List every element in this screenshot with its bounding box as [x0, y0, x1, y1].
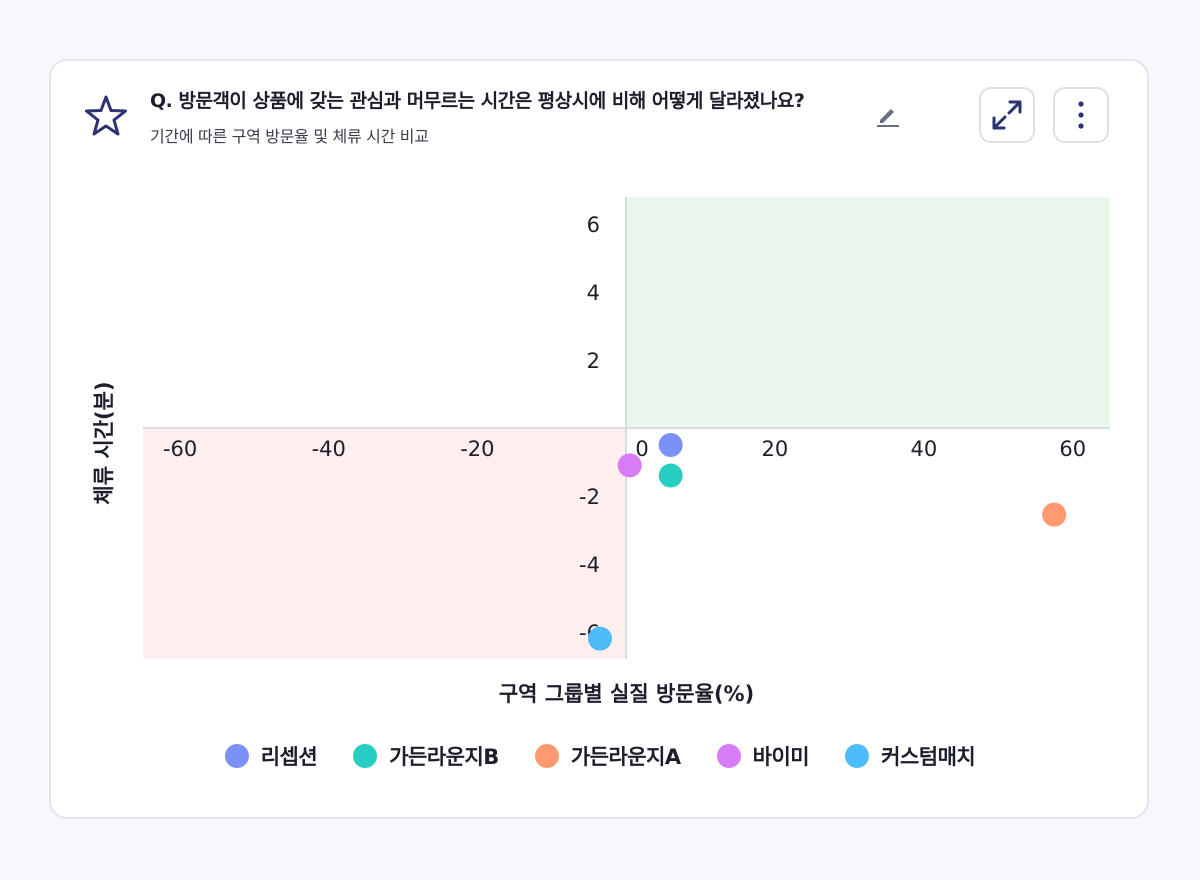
legend-marker — [534, 744, 559, 768]
x-tick-label: 40 — [910, 437, 937, 461]
legend-item[interactable]: 리셉션 — [224, 741, 318, 771]
y-tick-label: -2 — [579, 485, 600, 509]
data-point — [658, 432, 683, 457]
chart-legend: 리셉션 가든라운지B 가든라운지A 바이미 커스텀매치 — [0, 738, 1200, 774]
negative-quadrant-bg — [143, 428, 626, 659]
more-options-button[interactable] — [1053, 87, 1109, 143]
expand-arrows-icon — [992, 100, 1022, 130]
x-tick-label: 0 — [635, 437, 648, 461]
data-point — [617, 453, 642, 478]
legend-label: 리셉션 — [260, 745, 318, 769]
y-tick-label: 2 — [587, 349, 600, 373]
x-tick-label: 60 — [1059, 437, 1086, 461]
x-axis-title: 구역 그룹별 실질 방문율(%) — [499, 682, 754, 706]
legend-marker — [224, 744, 249, 768]
vertical-dots-icon — [1078, 101, 1084, 129]
legend-marker — [353, 744, 378, 768]
legend-marker — [845, 744, 870, 768]
y-axis-title: 체류 시간(분) — [92, 381, 116, 504]
x-tick-label: -40 — [312, 437, 346, 461]
legend-marker — [716, 744, 741, 768]
y-tick-label: -4 — [579, 553, 600, 577]
legend-item[interactable]: 바이미 — [716, 741, 810, 771]
y-tick-label: 4 — [587, 281, 600, 305]
legend-item[interactable]: 가든라운지A — [534, 741, 681, 771]
data-point — [658, 463, 683, 488]
legend-item[interactable]: 커스텀매치 — [845, 741, 976, 771]
x-tick-label: -60 — [163, 437, 197, 461]
data-point — [1042, 502, 1067, 527]
expand-button[interactable] — [979, 87, 1035, 143]
y-tick-label: 6 — [587, 213, 600, 237]
x-tick-label: 20 — [762, 437, 789, 461]
legend-label: 가든라운지B — [389, 745, 499, 769]
star-icon[interactable] — [84, 94, 128, 138]
card-subtitle: 기간에 따른 구역 방문율 및 체류 시간 비교 — [150, 127, 429, 146]
legend-item[interactable]: 가든라운지B — [353, 741, 499, 771]
data-point — [587, 626, 612, 651]
legend-label: 커스텀매치 — [881, 745, 976, 769]
legend-label: 바이미 — [752, 745, 810, 769]
positive-quadrant-bg — [626, 197, 1110, 428]
pencil-icon[interactable] — [872, 100, 902, 130]
legend-label: 가든라운지A — [570, 745, 681, 769]
card-title: Q. 방문객이 상품에 갖는 관심과 머무르는 시간은 평상시에 비해 어떻게 … — [150, 90, 805, 112]
x-tick-label: -20 — [460, 437, 494, 461]
